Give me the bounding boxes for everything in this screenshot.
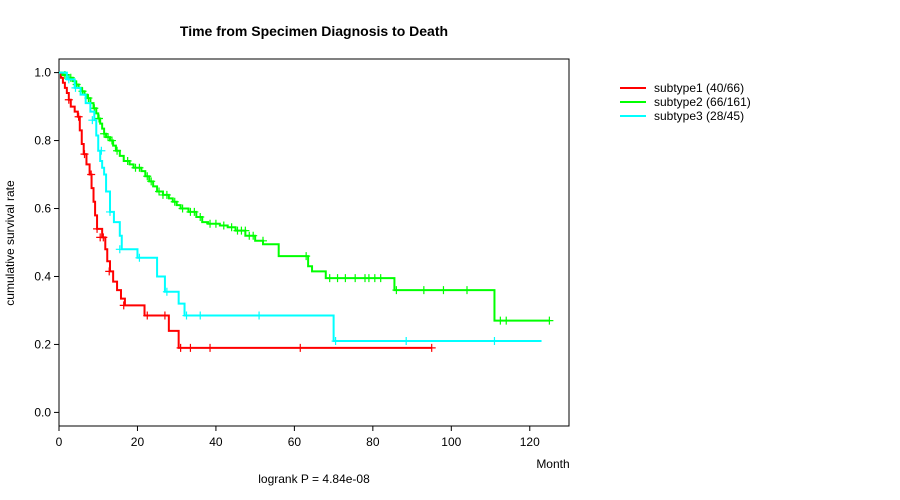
chart-title: Time from Specimen Diagnosis to Death — [180, 23, 448, 39]
censor-mark — [97, 146, 106, 155]
x-tick-label: 100 — [441, 435, 461, 449]
censor-mark — [255, 311, 264, 320]
censor-mark — [119, 301, 128, 310]
x-tick-label: 120 — [520, 435, 540, 449]
x-axis: 0 20 40 60 80 100 120 — [56, 426, 540, 449]
censor-mark — [162, 287, 171, 296]
x-tick-label: 80 — [366, 435, 380, 449]
censor-mark — [162, 190, 171, 199]
censor-mark — [178, 204, 187, 213]
censor-mark — [107, 136, 116, 145]
censor-mark — [143, 311, 152, 320]
censor-mark — [419, 286, 428, 295]
censor-mark — [104, 133, 113, 142]
censor-mark — [190, 207, 199, 216]
censor-mark — [296, 343, 305, 352]
censor-mark — [100, 129, 109, 138]
x-tick-label: 40 — [209, 435, 223, 449]
legend: subtype1 (40/66)subtype2 (66/161)subtype… — [620, 81, 751, 123]
censor-mark — [211, 219, 220, 228]
censor-mark — [392, 286, 401, 295]
censor-mark — [105, 267, 114, 276]
censor-mark — [331, 337, 340, 346]
legend-label: subtype2 (66/161) — [654, 95, 751, 109]
censor-mark — [71, 83, 80, 92]
censor-mark — [99, 233, 108, 242]
plot-frame — [58, 58, 570, 427]
censor-mark — [115, 245, 124, 254]
x-axis-label: Month — [536, 457, 569, 471]
censor-mark — [182, 311, 191, 320]
y-tick-label: 0.4 — [34, 269, 51, 283]
y-tick-label: 0.0 — [34, 405, 51, 419]
y-tick-label: 0.6 — [34, 202, 51, 216]
censor-mark — [123, 156, 132, 165]
censor-mark — [87, 170, 96, 179]
survival-curves — [59, 70, 554, 352]
legend-label: subtype1 (40/66) — [654, 81, 744, 95]
y-axis-label: cumulative survival rate — [3, 180, 17, 306]
logrank-p-value: logrank P = 4.84e-08 — [258, 472, 370, 486]
censor-mark — [333, 274, 342, 283]
x-tick-label: 60 — [288, 435, 302, 449]
censor-mark — [341, 274, 350, 283]
x-tick-label: 0 — [56, 435, 63, 449]
y-axis: 0.0 0.2 0.4 0.6 0.8 1.0 — [34, 66, 59, 419]
series-3 — [59, 71, 542, 346]
censor-mark — [143, 172, 152, 181]
censor-mark — [155, 187, 164, 196]
censor-mark — [439, 286, 448, 295]
censor-mark — [93, 224, 102, 233]
censor-mark — [160, 311, 169, 320]
censor-mark — [227, 223, 236, 232]
censor-mark — [106, 207, 114, 216]
censor-mark — [219, 221, 228, 230]
censor-mark — [402, 337, 411, 346]
censor-mark — [88, 116, 97, 125]
y-tick-label: 1.0 — [34, 66, 51, 80]
censor-mark — [147, 177, 156, 186]
y-tick-label: 0.8 — [34, 134, 51, 148]
series-2 — [59, 70, 554, 325]
censor-mark — [170, 197, 179, 206]
censor-mark — [502, 316, 511, 325]
censor-mark — [463, 286, 471, 295]
censor-mark — [113, 146, 122, 155]
censor-mark — [427, 343, 436, 352]
censor-mark — [545, 316, 554, 325]
series-3-curve — [59, 71, 542, 343]
censor-mark — [376, 274, 385, 283]
y-tick-label: 0.2 — [34, 337, 51, 351]
censor-mark — [64, 75, 73, 84]
censor-mark — [176, 343, 185, 352]
censor-mark — [351, 274, 360, 283]
censor-mark — [64, 95, 73, 104]
censor-mark — [302, 252, 311, 261]
censor-mark — [74, 112, 83, 121]
x-tick-label: 20 — [131, 435, 145, 449]
censor-mark — [249, 231, 258, 240]
censor-mark — [196, 213, 205, 222]
legend-label: subtype3 (28/45) — [654, 109, 744, 123]
censor-mark — [135, 253, 144, 262]
censor-mark — [259, 236, 267, 245]
censor-mark — [80, 150, 89, 159]
series-2-curve — [59, 71, 550, 322]
censor-mark — [135, 163, 144, 172]
censor-mark — [186, 343, 195, 352]
series-1-curve — [59, 71, 432, 349]
censor-mark — [490, 337, 499, 346]
series-1 — [59, 71, 436, 352]
censor-mark — [206, 343, 215, 352]
censor-mark — [325, 274, 334, 283]
censor-mark — [196, 311, 205, 320]
censor-mark — [241, 226, 250, 235]
censor-mark — [95, 114, 104, 123]
